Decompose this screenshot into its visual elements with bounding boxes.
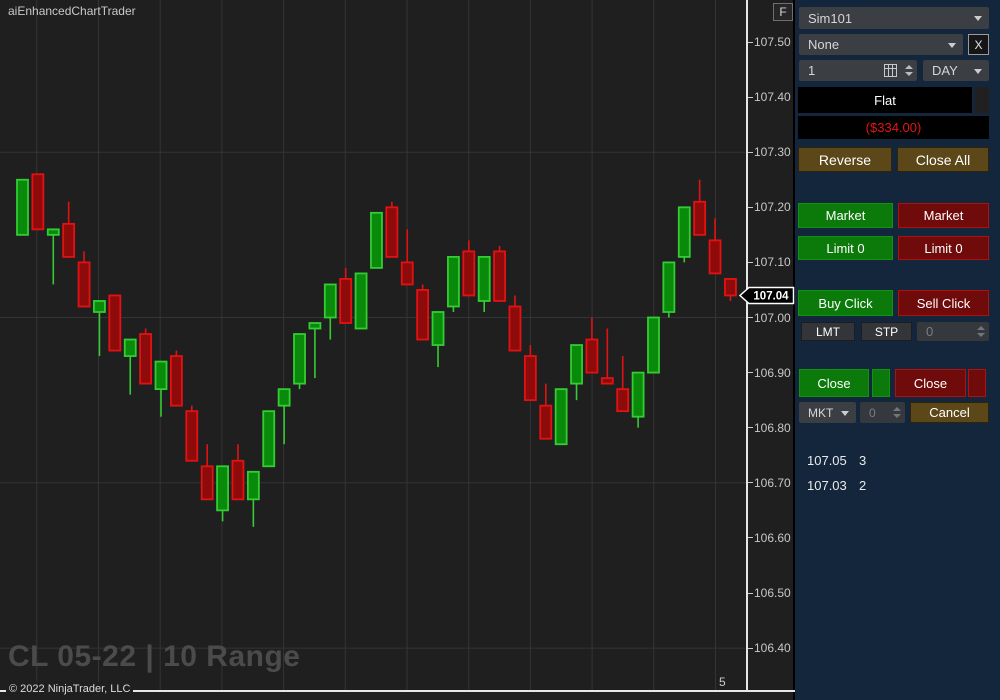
price-tick-mark (748, 96, 753, 98)
buy-market-button[interactable]: Market (798, 203, 893, 228)
time-axis-line (0, 690, 795, 692)
copyright-label: © 2022 NinjaTrader, LLC (6, 682, 134, 696)
ladder-price: 107.03 (807, 478, 847, 493)
tif-selector[interactable]: DAY (923, 60, 989, 81)
price-tick-mark (748, 41, 753, 43)
ladder-size: 2 (859, 478, 867, 493)
price-tick-mark (748, 151, 753, 153)
close-qty-stepper (893, 406, 901, 418)
close-buy-button[interactable]: Close (799, 369, 869, 397)
sell-click-button[interactable]: Sell Click (898, 290, 989, 316)
chevron-down-icon (974, 68, 982, 74)
account-selector-value: Sim101 (808, 10, 853, 26)
position-display: Flat (798, 87, 972, 113)
current-price-value: 107.04 (753, 290, 789, 302)
price-tick-label: 107.00 (754, 310, 791, 325)
tif-value: DAY (932, 63, 958, 78)
instrument-watermark: CL 05-22 | 10 Range (8, 640, 301, 673)
current-price-marker: 107.04 (739, 286, 795, 305)
price-tick-label: 106.90 (754, 365, 791, 380)
price-tick-mark (748, 206, 753, 208)
click-offset-field: 0 (917, 322, 989, 341)
atm-close-button[interactable]: X (968, 34, 989, 55)
price-tick-label: 106.40 (754, 641, 791, 656)
close-all-button[interactable]: Close All (897, 147, 989, 172)
price-tick-label: 107.30 (754, 145, 791, 160)
quantity-field[interactable]: 1 (799, 60, 917, 81)
close-qty-field: 0 (860, 402, 905, 423)
price-tick-label: 107.50 (754, 35, 791, 49)
ladder-size: 3 (859, 453, 867, 468)
click-offset-stepper (977, 325, 985, 337)
position-display-spacer (975, 87, 989, 113)
chevron-down-icon (948, 42, 956, 48)
quantity-value: 1 (808, 63, 816, 78)
price-tick-label: 106.80 (754, 420, 791, 435)
price-tick-mark (748, 317, 753, 318)
price-axis[interactable]: 107.50 107.40 107.30 107.20 107.10 107.00 106.… (746, 0, 795, 700)
click-offset-value: 0 (926, 324, 934, 339)
pnl-display: ($334.00) (798, 116, 989, 139)
calculator-icon[interactable] (884, 63, 897, 80)
price-tick-mark (748, 427, 753, 429)
price-tick-label: 106.70 (754, 475, 791, 490)
close-buy-mini-button[interactable] (872, 369, 890, 397)
close-order-type-value: MKT (808, 405, 834, 420)
pnl-value: ($334.00) (865, 120, 922, 135)
price-tick-mark (748, 537, 753, 539)
cancel-button[interactable]: Cancel (910, 402, 989, 423)
price-axis-line (746, 0, 748, 692)
price-tick-label: 107.20 (754, 200, 791, 215)
price-tick-mark (748, 261, 753, 263)
sell-market-button[interactable]: Market (898, 203, 989, 228)
ladder-price: 107.05 (807, 453, 847, 468)
price-tick-mark (748, 592, 753, 594)
indicator-label: aiEnhancedChartTrader (8, 4, 136, 18)
reverse-button[interactable]: Reverse (798, 147, 892, 172)
close-sell-button[interactable]: Close (895, 369, 966, 397)
chart-canvas[interactable] (0, 0, 746, 700)
buy-limit-button[interactable]: Limit 0 (798, 236, 893, 260)
close-order-type-selector[interactable]: MKT (799, 402, 856, 423)
price-tick-label: 107.10 (754, 255, 791, 270)
close-qty-value: 0 (869, 405, 876, 420)
close-sell-mini-button[interactable] (968, 369, 986, 397)
account-selector[interactable]: Sim101 (799, 7, 989, 29)
price-tick-mark (748, 372, 753, 374)
lmt-toggle[interactable]: LMT (801, 322, 855, 341)
price-tick-label: 106.60 (754, 530, 791, 545)
atm-strategy-selector[interactable]: None (799, 34, 963, 55)
buy-click-button[interactable]: Buy Click (798, 290, 893, 316)
sell-limit-button[interactable]: Limit 0 (898, 236, 989, 260)
chevron-down-icon (974, 16, 982, 21)
chevron-down-icon (841, 410, 849, 416)
quantity-stepper[interactable] (905, 64, 913, 76)
focus-button[interactable]: F (773, 3, 793, 21)
price-tick-mark (748, 482, 753, 484)
price-tick-label: 107.40 (754, 90, 791, 105)
atm-strategy-value: None (808, 37, 840, 52)
price-tick-label: 106.50 (754, 586, 791, 600)
time-axis-tick: 5 (719, 675, 726, 689)
stp-toggle[interactable]: STP (861, 322, 912, 341)
price-tick-mark (748, 647, 753, 649)
